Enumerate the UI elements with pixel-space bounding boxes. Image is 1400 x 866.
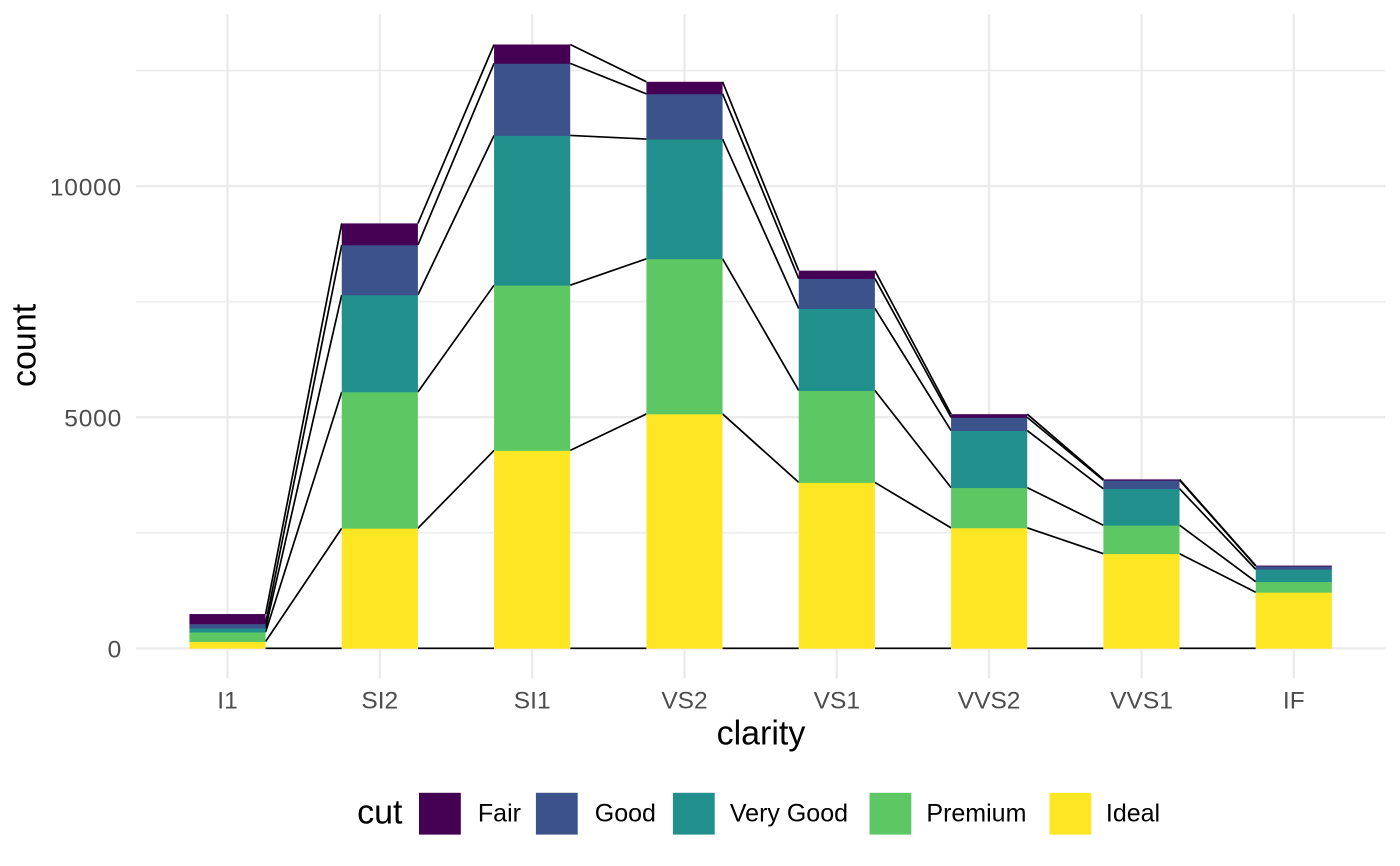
svg-text:Good: Good <box>595 800 656 828</box>
svg-text:Very Good: Very Good <box>730 800 848 828</box>
svg-text:count: count <box>6 303 44 387</box>
svg-text:Ideal: Ideal <box>1106 800 1160 828</box>
svg-text:Fair: Fair <box>478 800 521 828</box>
svg-text:I1: I1 <box>217 688 237 715</box>
svg-text:VVS2: VVS2 <box>958 688 1021 715</box>
svg-text:SI1: SI1 <box>514 688 551 715</box>
svg-text:0: 0 <box>108 637 122 664</box>
svg-text:clarity: clarity <box>717 715 806 753</box>
svg-text:SI2: SI2 <box>361 688 398 715</box>
svg-text:VVS1: VVS1 <box>1110 688 1173 715</box>
svg-text:10000: 10000 <box>50 174 122 201</box>
svg-text:Premium: Premium <box>926 800 1026 828</box>
svg-text:VS1: VS1 <box>814 688 860 715</box>
svg-text:cut: cut <box>357 794 403 832</box>
svg-text:VS2: VS2 <box>661 688 707 715</box>
svg-text:5000: 5000 <box>64 406 122 433</box>
svg-text:IF: IF <box>1283 688 1305 715</box>
